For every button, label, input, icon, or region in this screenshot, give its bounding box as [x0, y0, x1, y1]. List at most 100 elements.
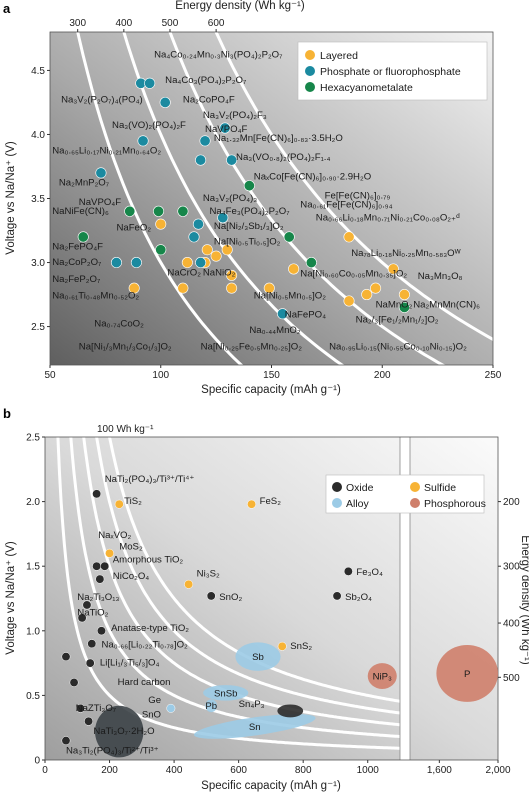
point-hexacyanometalate-7 [305, 257, 317, 269]
region-label-1: Sb [252, 652, 264, 663]
point-oxide-7 [82, 600, 92, 610]
x2-tick-label: 300 [69, 18, 86, 29]
legend-label-2: Alloy [346, 498, 370, 510]
point-layered-4 [210, 250, 222, 262]
material-label-18: Ge [148, 695, 161, 706]
point-hexacyanometalate-3 [177, 205, 189, 217]
point-phosphate-7 [195, 154, 207, 166]
point-layered-1 [181, 257, 193, 269]
point-layered-5 [221, 244, 233, 256]
material-label-6: NaVPO₄F [205, 124, 247, 135]
region-4 [205, 699, 218, 713]
material-label-1: TiS₂ [124, 496, 142, 507]
point-layered-15 [398, 289, 410, 301]
point-sulfide-1 [105, 548, 114, 558]
point-hexacyanometalate-2 [153, 205, 165, 217]
material-label-8: Fe₃O₄ [356, 567, 383, 578]
y-tick-label: 0.5 [26, 691, 40, 702]
legend-box [325, 474, 485, 514]
y-tick-label: 3.0 [31, 258, 45, 269]
material-label-17: Na₄Fe₃(PO₄)₂P₂O₇ [209, 206, 289, 217]
legend-swatch-3 [410, 498, 420, 508]
point-phosphate-8 [199, 135, 211, 147]
material-label-16: NaNiFe(CN)₆ [52, 206, 109, 217]
point-phosphate-9 [219, 122, 231, 134]
region-label-6: P [464, 669, 470, 680]
x2-tick-label: 400 [115, 18, 132, 29]
material-label-20: NaZTi₃O₇ [76, 703, 116, 714]
x-tick-label: 200 [374, 370, 391, 381]
material-label-13: NaVPO₄F [79, 197, 121, 208]
material-label-5: Na₃(VO)₂(PO₄)₂F [112, 120, 186, 131]
point-phosphate-2 [130, 257, 142, 269]
point-oxide-1 [92, 561, 102, 571]
x-tick-label: 800 [295, 765, 312, 776]
x-tick-label: 250 [485, 370, 502, 381]
y-tick-label: 4.5 [31, 66, 45, 77]
material-label-28: Na[Ni₀.₆₀Co₀.₀₅Mn₀.₃₅]O₂ [300, 269, 407, 280]
legend-swatch-2 [305, 82, 315, 92]
material-label-31: Na[Ni₀.₅Mn₀.₅]O₂ [254, 290, 326, 301]
x-tick-label: 1,600 [427, 765, 452, 776]
region-label-3: Sn [249, 722, 261, 733]
material-label-7: NiCo₂O₄ [113, 571, 150, 582]
point-layered-9 [128, 282, 140, 294]
material-label-33: Na₂MnMn(CN)₆ [413, 299, 480, 310]
point-sulfide-4 [277, 641, 287, 651]
legend-label-0: Layered [320, 50, 358, 62]
region-1 [235, 642, 281, 671]
point-oxide-13 [61, 652, 71, 662]
material-label-10: SnO₂ [219, 592, 242, 603]
point-layered-11 [288, 263, 300, 275]
point-layered-16 [343, 231, 355, 243]
material-label-6: Ni₃S₂ [197, 569, 220, 580]
material-label-21: SnO [142, 709, 161, 720]
legend-label-0: Oxide [346, 482, 374, 494]
legend-swatch-1 [305, 66, 315, 76]
point-layered-12 [343, 295, 355, 307]
material-label-4: Na₃V₂(P₂O₇)₄(PO₄) [61, 94, 143, 105]
point-oxide-2 [100, 561, 110, 571]
legend-label-3: Phosphorous [424, 498, 486, 510]
material-label-11: Sb₂O₄ [345, 592, 372, 603]
point-layered-13 [361, 289, 373, 301]
material-label-19: NaFeO₂ [116, 223, 151, 234]
material-label-2: Na₂CoPO₄F [183, 94, 235, 105]
legend-swatch-2 [332, 498, 342, 508]
x2-tick-label: 500 [162, 18, 179, 29]
x-tick-label: 1000 [357, 765, 380, 776]
y-axis-title: Voltage vs Na/Na⁺ (V) [5, 541, 17, 655]
x-axis-title: Specific capacity (mAh g⁻¹) [201, 780, 341, 792]
region-3 [194, 714, 316, 739]
material-label-40: Na₀.₉₅Li₀.₁₅(Ni₀.₅₅Co₀.₁₀Ni₀.₁₅)O₂ [329, 342, 467, 353]
material-label-20: Na[Ni₂/₃Sb₁/₃]O₂ [214, 221, 284, 232]
legend-swatch-0 [332, 482, 342, 492]
x-tick-label: 200 [101, 765, 118, 776]
material-label-29: Na₃Mn₃O₈ [418, 271, 463, 282]
point-phosphate-0 [95, 167, 107, 179]
y-tick-label: 2.0 [26, 497, 40, 508]
region-label-5: NiP₃ [373, 672, 392, 683]
y-tick-label: 4.0 [31, 130, 45, 141]
point-oxide-16 [61, 736, 71, 746]
x2-axis-title: Energy density (Wh kg⁻¹) [175, 0, 305, 12]
point-layered-0 [155, 218, 167, 230]
x-axis-title: Specific capacity (mAh g⁻¹) [201, 384, 341, 396]
y-tick-label: 3.5 [31, 194, 45, 205]
point-phosphate-10 [226, 154, 238, 166]
point-phosphate-14 [195, 257, 207, 269]
x-tick-label: 100 [152, 370, 169, 381]
point-hexacyanometalate-8 [398, 301, 410, 313]
material-label-3: Na₃V₂(PO₄)₂F₃ [203, 110, 267, 121]
material-label-12: NaTiO₂ [77, 607, 108, 618]
y2-tick-label: 400 [503, 619, 520, 630]
material-label-18: Na₀.₆₆Li₀.₁₈Mn₀.₇₁Ni₀.₂₁Co₀.₀₈O₂₊ᵈ [316, 212, 460, 223]
point-oxide-14 [76, 703, 85, 713]
y-tick-label: 0 [34, 756, 40, 767]
point-oxide-9 [97, 626, 106, 636]
point-hexacyanometalate-4 [155, 244, 167, 256]
x-tick-label: 0 [42, 765, 48, 776]
x-tick-label: 2,000 [485, 765, 510, 776]
material-label-13: Anatase-type TiO₂ [111, 623, 189, 634]
material-label-23: Na₂CoP₂O₇ [52, 257, 101, 268]
